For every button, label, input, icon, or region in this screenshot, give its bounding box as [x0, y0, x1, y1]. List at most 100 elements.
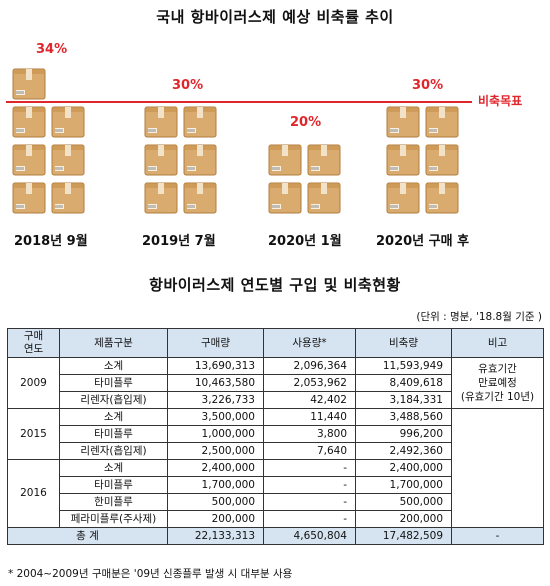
package-box-icon [386, 182, 420, 214]
stock-cell: 500,000 [355, 493, 452, 511]
purchase-cell: 200,000 [167, 510, 264, 528]
percent-label-2018-09: 34% [36, 42, 68, 57]
category-cell: 한미플루 [59, 493, 168, 511]
total-purchase: 22,133,313 [167, 527, 264, 545]
stock-cell: 2,400,000 [355, 459, 452, 477]
stock-cell: 11,593,949 [355, 357, 452, 375]
package-box-icon [268, 182, 302, 214]
usage-cell: - [263, 459, 356, 477]
percent-label-2020-01: 20% [290, 115, 322, 130]
package-box-icon [12, 144, 46, 176]
target-line [6, 101, 472, 103]
package-box-icon [12, 182, 46, 214]
stock-cell: 3,488,560 [355, 408, 452, 426]
stockpile-table: 구매 연도 제품구분 구매량 사용량* 비축량 비고 2009 소계 13,69… [7, 328, 544, 545]
category-cell: 페라미플루(주사제) [59, 510, 168, 528]
percent-label-2019-07: 30% [172, 78, 204, 93]
usage-cell: 2,096,364 [263, 357, 356, 375]
package-box-icon [425, 144, 459, 176]
purchase-cell: 13,690,313 [167, 357, 264, 375]
purchase-cell: 1,000,000 [167, 425, 264, 443]
total-stock: 17,482,509 [355, 527, 452, 545]
unit-note: (단위 : 명분, '18.8월 기준 ) [416, 311, 542, 323]
usage-cell: - [263, 510, 356, 528]
header-usage: 사용량* [263, 328, 356, 358]
year-cell: 2016 [7, 459, 60, 528]
table-row: 타미플루 1,000,000 3,800 996,200 [8, 425, 544, 443]
stock-cell: 2,492,360 [355, 442, 452, 460]
chart-title: 국내 항바이러스제 예상 비축률 추이 [156, 8, 394, 26]
purchase-cell: 2,500,000 [167, 442, 264, 460]
table-row: 2016 소계 2,400,000 - 2,400,000 [7, 459, 544, 528]
header-note: 비고 [451, 328, 544, 358]
table-row: 리렌자(흡입제) 3,226,733 42,402 3,184,331 [8, 391, 544, 409]
stock-cell: 1,700,000 [355, 476, 452, 494]
usage-cell: - [263, 493, 356, 511]
package-box-icon [183, 144, 217, 176]
total-usage: 4,650,804 [263, 527, 356, 545]
package-box-icon [307, 182, 341, 214]
category-cell: 타미플루 [59, 476, 168, 494]
header-year: 구매 연도 [7, 328, 60, 358]
package-box-icon [144, 144, 178, 176]
usage-cell: 2,053,962 [263, 374, 356, 392]
package-box-icon [144, 106, 178, 138]
percent-label-2020-after: 30% [412, 78, 444, 93]
package-box-icon [183, 182, 217, 214]
category-cell: 타미플루 [59, 374, 168, 392]
package-box-icon [307, 144, 341, 176]
total-note: - [451, 527, 544, 545]
table-row: 한미플루 500,000 - 500,000 [8, 493, 544, 511]
package-box-icon [51, 106, 85, 138]
note-cell [451, 408, 544, 528]
usage-cell: 42,402 [263, 391, 356, 409]
footnote: * 2004~2009년 구매분은 '09년 신종플루 발생 시 대부분 사용 [8, 568, 293, 580]
year-cell: 2015 [7, 408, 60, 460]
usage-cell: - [263, 476, 356, 494]
purchase-cell: 500,000 [167, 493, 264, 511]
package-box-icon [51, 144, 85, 176]
category-cell: 소계 [59, 408, 168, 426]
package-box-icon [183, 106, 217, 138]
package-box-icon [386, 144, 420, 176]
category-cell: 소계 [59, 459, 168, 477]
package-box-icon [425, 106, 459, 138]
header-stock: 비축량 [355, 328, 452, 358]
stock-cell: 8,409,618 [355, 374, 452, 392]
package-box-icon [144, 182, 178, 214]
usage-cell: 11,440 [263, 408, 356, 426]
package-box-icon [386, 106, 420, 138]
header-category: 제품구분 [59, 328, 168, 358]
date-label-2020-01: 2020년 1월 [268, 234, 342, 249]
date-label-2020-after: 2020년 구매 후 [376, 234, 470, 249]
purchase-cell: 3,226,733 [167, 391, 264, 409]
usage-cell: 7,640 [263, 442, 356, 460]
package-box-icon [12, 68, 46, 100]
stock-cell: 200,000 [355, 510, 452, 528]
total-label: 총 계 [7, 527, 168, 545]
table-header-row: 구매 연도 제품구분 구매량 사용량* 비축량 비고 [7, 328, 544, 358]
purchase-cell: 2,400,000 [167, 459, 264, 477]
package-box-icon [268, 144, 302, 176]
package-box-icon [425, 182, 459, 214]
table-row: 2015 소계 3,500,000 11,440 3,488,560 [7, 408, 544, 528]
table-row: 페라미플루(주사제) 200,000 - 200,000 [8, 510, 544, 528]
purchase-cell: 10,463,580 [167, 374, 264, 392]
header-purchase: 구매량 [167, 328, 264, 358]
category-cell: 리렌자(흡입제) [59, 442, 168, 460]
purchase-cell: 1,700,000 [167, 476, 264, 494]
date-label-2018-09: 2018년 9월 [14, 234, 88, 249]
table-title: 항바이러스제 연도별 구입 및 비축현황 [149, 276, 401, 294]
table-row: 리렌자(흡입제) 2,500,000 7,640 2,492,360 [8, 442, 544, 460]
package-box-icon [51, 182, 85, 214]
purchase-cell: 3,500,000 [167, 408, 264, 426]
table-row: 2009 소계 13,690,313 2,096,364 11,593,949 … [7, 357, 544, 409]
category-cell: 타미플루 [59, 425, 168, 443]
package-box-icon [12, 106, 46, 138]
stock-cell: 3,184,331 [355, 391, 452, 409]
year-cell: 2009 [7, 357, 60, 409]
target-label: 비축목표 [478, 94, 523, 108]
stock-cell: 996,200 [355, 425, 452, 443]
table-total-row: 총 계 22,133,313 4,650,804 17,482,509 - [7, 527, 544, 545]
category-cell: 리렌자(흡입제) [59, 391, 168, 409]
